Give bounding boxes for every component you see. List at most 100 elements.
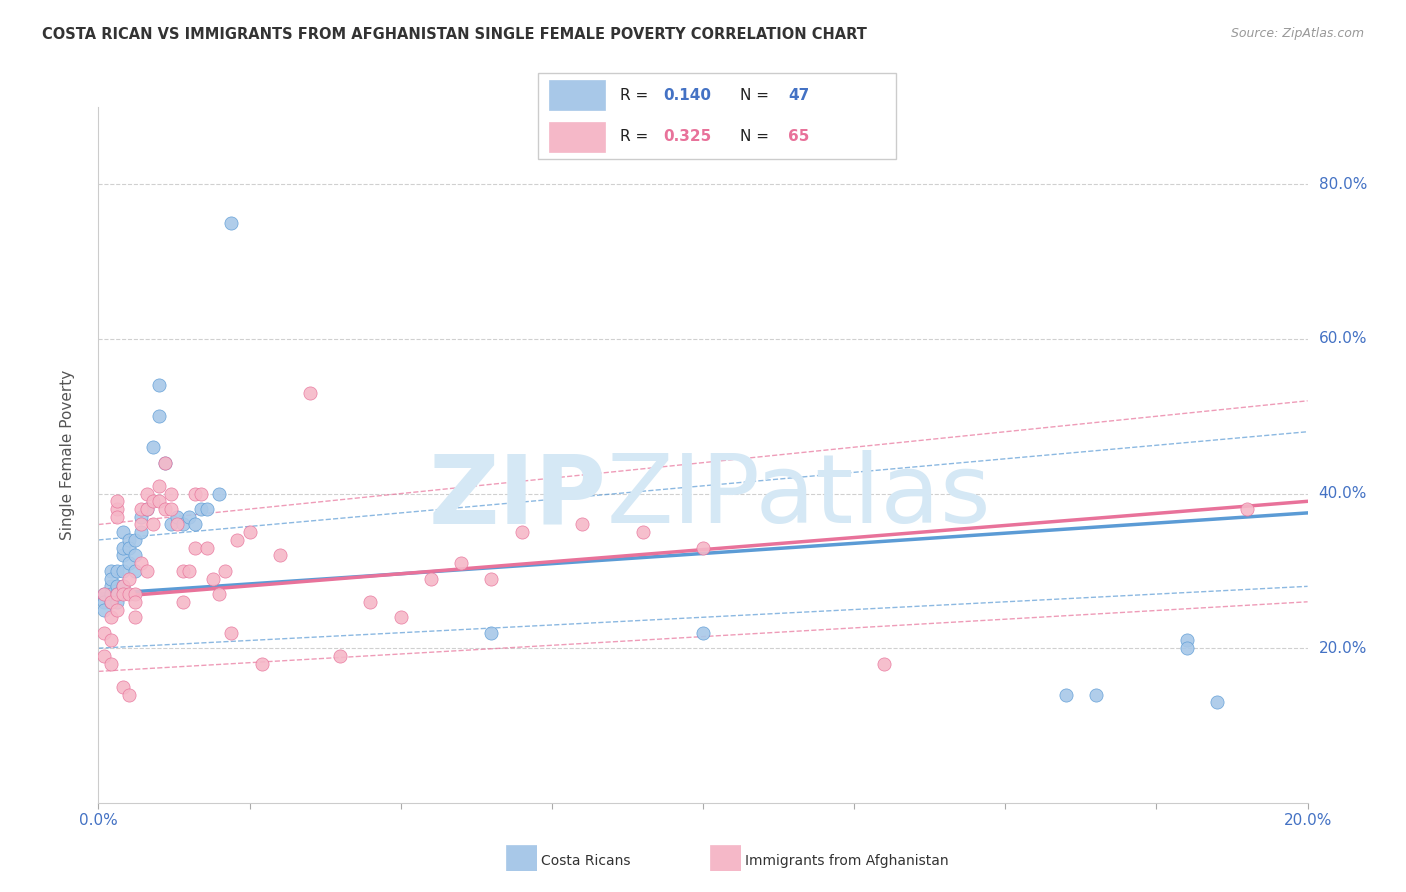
Point bbox=[166, 517, 188, 532]
Text: Costa Ricans: Costa Ricans bbox=[541, 854, 631, 868]
Point bbox=[160, 517, 183, 532]
Point bbox=[111, 680, 134, 694]
Point bbox=[177, 564, 201, 578]
Point bbox=[105, 602, 128, 616]
Point bbox=[160, 486, 183, 500]
Point bbox=[142, 517, 165, 532]
Point bbox=[124, 587, 146, 601]
Y-axis label: Single Female Poverty: Single Female Poverty bbox=[60, 370, 75, 540]
FancyBboxPatch shape bbox=[548, 122, 605, 152]
Text: Source: ZipAtlas.com: Source: ZipAtlas.com bbox=[1230, 27, 1364, 40]
Text: 80.0%: 80.0% bbox=[1319, 177, 1367, 192]
Point bbox=[148, 409, 170, 424]
Point bbox=[105, 587, 128, 601]
Text: 60.0%: 60.0% bbox=[1319, 332, 1367, 346]
Point bbox=[93, 587, 115, 601]
Text: ZIP: ZIP bbox=[429, 450, 606, 543]
Point bbox=[93, 648, 115, 663]
Point bbox=[124, 595, 146, 609]
Text: ZIPatlas: ZIPatlas bbox=[606, 450, 991, 543]
Point bbox=[118, 541, 141, 555]
Point bbox=[100, 595, 122, 609]
Point bbox=[105, 502, 128, 516]
Point bbox=[419, 572, 441, 586]
Point bbox=[129, 517, 152, 532]
Point bbox=[389, 610, 412, 624]
Text: 65: 65 bbox=[787, 129, 810, 145]
Point bbox=[510, 525, 533, 540]
Point bbox=[195, 502, 218, 516]
Point bbox=[111, 541, 134, 555]
Point bbox=[111, 549, 134, 563]
Point bbox=[148, 378, 170, 392]
FancyBboxPatch shape bbox=[710, 845, 741, 871]
Point bbox=[105, 494, 128, 508]
Point bbox=[450, 556, 472, 570]
Point bbox=[118, 587, 141, 601]
Point bbox=[100, 572, 122, 586]
Text: N =: N = bbox=[741, 129, 775, 145]
Point bbox=[172, 517, 194, 532]
Point bbox=[177, 509, 201, 524]
Point bbox=[166, 509, 188, 524]
Point bbox=[111, 579, 134, 593]
Point bbox=[481, 572, 503, 586]
Point bbox=[135, 486, 157, 500]
Point bbox=[100, 633, 122, 648]
Point bbox=[184, 486, 207, 500]
Text: R =: R = bbox=[620, 88, 652, 103]
Point bbox=[195, 541, 218, 555]
Point bbox=[135, 502, 157, 516]
Point bbox=[184, 541, 207, 555]
Point bbox=[184, 517, 207, 532]
Point bbox=[124, 549, 146, 563]
Point bbox=[160, 502, 183, 516]
Point bbox=[142, 440, 165, 454]
Point bbox=[1175, 633, 1198, 648]
Point bbox=[100, 587, 122, 601]
Text: 0.325: 0.325 bbox=[664, 129, 711, 145]
Point bbox=[329, 648, 352, 663]
Point bbox=[118, 572, 141, 586]
Point bbox=[93, 587, 115, 601]
Point bbox=[111, 587, 134, 601]
Point bbox=[135, 502, 157, 516]
Point bbox=[153, 456, 176, 470]
Point bbox=[692, 625, 714, 640]
Point bbox=[111, 525, 134, 540]
Point bbox=[214, 564, 236, 578]
Point bbox=[239, 525, 262, 540]
Point bbox=[105, 587, 128, 601]
Point bbox=[93, 595, 115, 609]
FancyBboxPatch shape bbox=[548, 80, 605, 110]
Point bbox=[100, 610, 122, 624]
Point bbox=[105, 564, 128, 578]
Point bbox=[105, 509, 128, 524]
Text: COSTA RICAN VS IMMIGRANTS FROM AFGHANISTAN SINGLE FEMALE POVERTY CORRELATION CHA: COSTA RICAN VS IMMIGRANTS FROM AFGHANIST… bbox=[42, 27, 868, 42]
Point bbox=[100, 579, 122, 593]
Point bbox=[250, 657, 273, 671]
FancyBboxPatch shape bbox=[538, 73, 896, 159]
Point bbox=[153, 456, 176, 470]
Point bbox=[93, 602, 115, 616]
Point bbox=[100, 564, 122, 578]
Point bbox=[190, 502, 212, 516]
Point bbox=[100, 595, 122, 609]
Point bbox=[360, 595, 382, 609]
Point bbox=[118, 688, 141, 702]
Point bbox=[111, 564, 134, 578]
Point bbox=[481, 625, 503, 640]
Text: 0.140: 0.140 bbox=[664, 88, 711, 103]
Text: Immigrants from Afghanistan: Immigrants from Afghanistan bbox=[745, 854, 949, 868]
Point bbox=[202, 572, 225, 586]
Point bbox=[124, 610, 146, 624]
Point bbox=[135, 564, 157, 578]
Text: 47: 47 bbox=[787, 88, 810, 103]
Point bbox=[105, 579, 128, 593]
Point bbox=[124, 564, 146, 578]
Point bbox=[142, 494, 165, 508]
Text: N =: N = bbox=[741, 88, 775, 103]
Point bbox=[129, 525, 152, 540]
Point bbox=[692, 541, 714, 555]
Point bbox=[118, 556, 141, 570]
